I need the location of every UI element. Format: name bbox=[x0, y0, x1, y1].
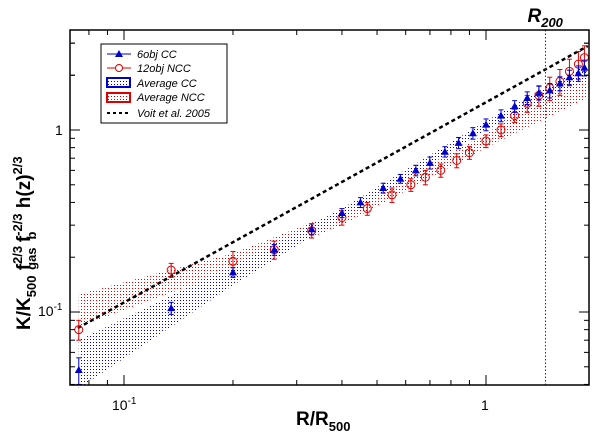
y-tick-label: 10-1 bbox=[38, 302, 63, 319]
cc-point bbox=[167, 304, 176, 312]
ncc-point bbox=[436, 165, 446, 175]
ncc-point bbox=[420, 172, 430, 182]
legend-label: Average CC bbox=[136, 78, 197, 90]
cc-point bbox=[379, 184, 388, 192]
cc-point bbox=[580, 63, 589, 71]
band-average-ncc bbox=[78, 64, 587, 327]
ncc-point bbox=[387, 190, 397, 200]
band-swatch bbox=[106, 77, 131, 88]
cc-point bbox=[337, 208, 346, 216]
legend-label: Voit et al. 2005 bbox=[137, 108, 211, 120]
triangle-marker-icon bbox=[115, 50, 123, 57]
y-tick-label: 1 bbox=[55, 122, 63, 138]
band-swatch bbox=[106, 92, 131, 103]
cc-point bbox=[356, 198, 365, 206]
cc-point bbox=[545, 86, 554, 94]
r200-label: R200 bbox=[527, 6, 563, 30]
legend-label: 6obj CC bbox=[137, 49, 177, 61]
model-line bbox=[77, 44, 589, 330]
y-axis-label: K/K500 f2/3gas f-2/3b h(z)2/3 bbox=[10, 156, 39, 330]
cc-point bbox=[574, 69, 583, 77]
cc-point bbox=[307, 225, 316, 233]
cc-point bbox=[555, 79, 564, 87]
cc-point bbox=[411, 166, 420, 174]
circle-marker-icon bbox=[115, 64, 123, 72]
legend: 6obj CC 12obj NCC Average CC Average NCC… bbox=[100, 43, 228, 124]
x-tick-label: 10-1 bbox=[112, 396, 137, 413]
ncc-point bbox=[406, 180, 416, 190]
x-axis-label: R/R500 bbox=[296, 409, 350, 433]
cc-point bbox=[523, 93, 532, 101]
legend-label: 12obj NCC bbox=[137, 63, 191, 75]
cc-point bbox=[440, 147, 449, 155]
ncc-point bbox=[228, 256, 238, 266]
ncc-point bbox=[464, 148, 474, 158]
cc-point bbox=[270, 245, 279, 253]
cc-point bbox=[454, 138, 463, 146]
cc-point bbox=[396, 174, 405, 182]
ncc-point bbox=[166, 265, 176, 275]
ncc-point bbox=[362, 204, 372, 214]
ncc-point bbox=[496, 125, 506, 135]
cc-point bbox=[534, 88, 543, 96]
cc-point bbox=[228, 268, 237, 276]
cc-point bbox=[510, 102, 519, 110]
cc-point bbox=[468, 129, 477, 137]
plot-frame bbox=[69, 29, 590, 386]
legend-label: Average NCC bbox=[136, 92, 205, 104]
ncc-point bbox=[481, 136, 491, 146]
ncc-point bbox=[452, 155, 462, 165]
cc-point bbox=[74, 366, 83, 374]
cc-point bbox=[482, 120, 490, 128]
cc-point bbox=[565, 73, 574, 81]
cc-point bbox=[496, 111, 505, 119]
cc-point bbox=[425, 158, 434, 166]
x-tick-label: 1 bbox=[481, 397, 489, 413]
